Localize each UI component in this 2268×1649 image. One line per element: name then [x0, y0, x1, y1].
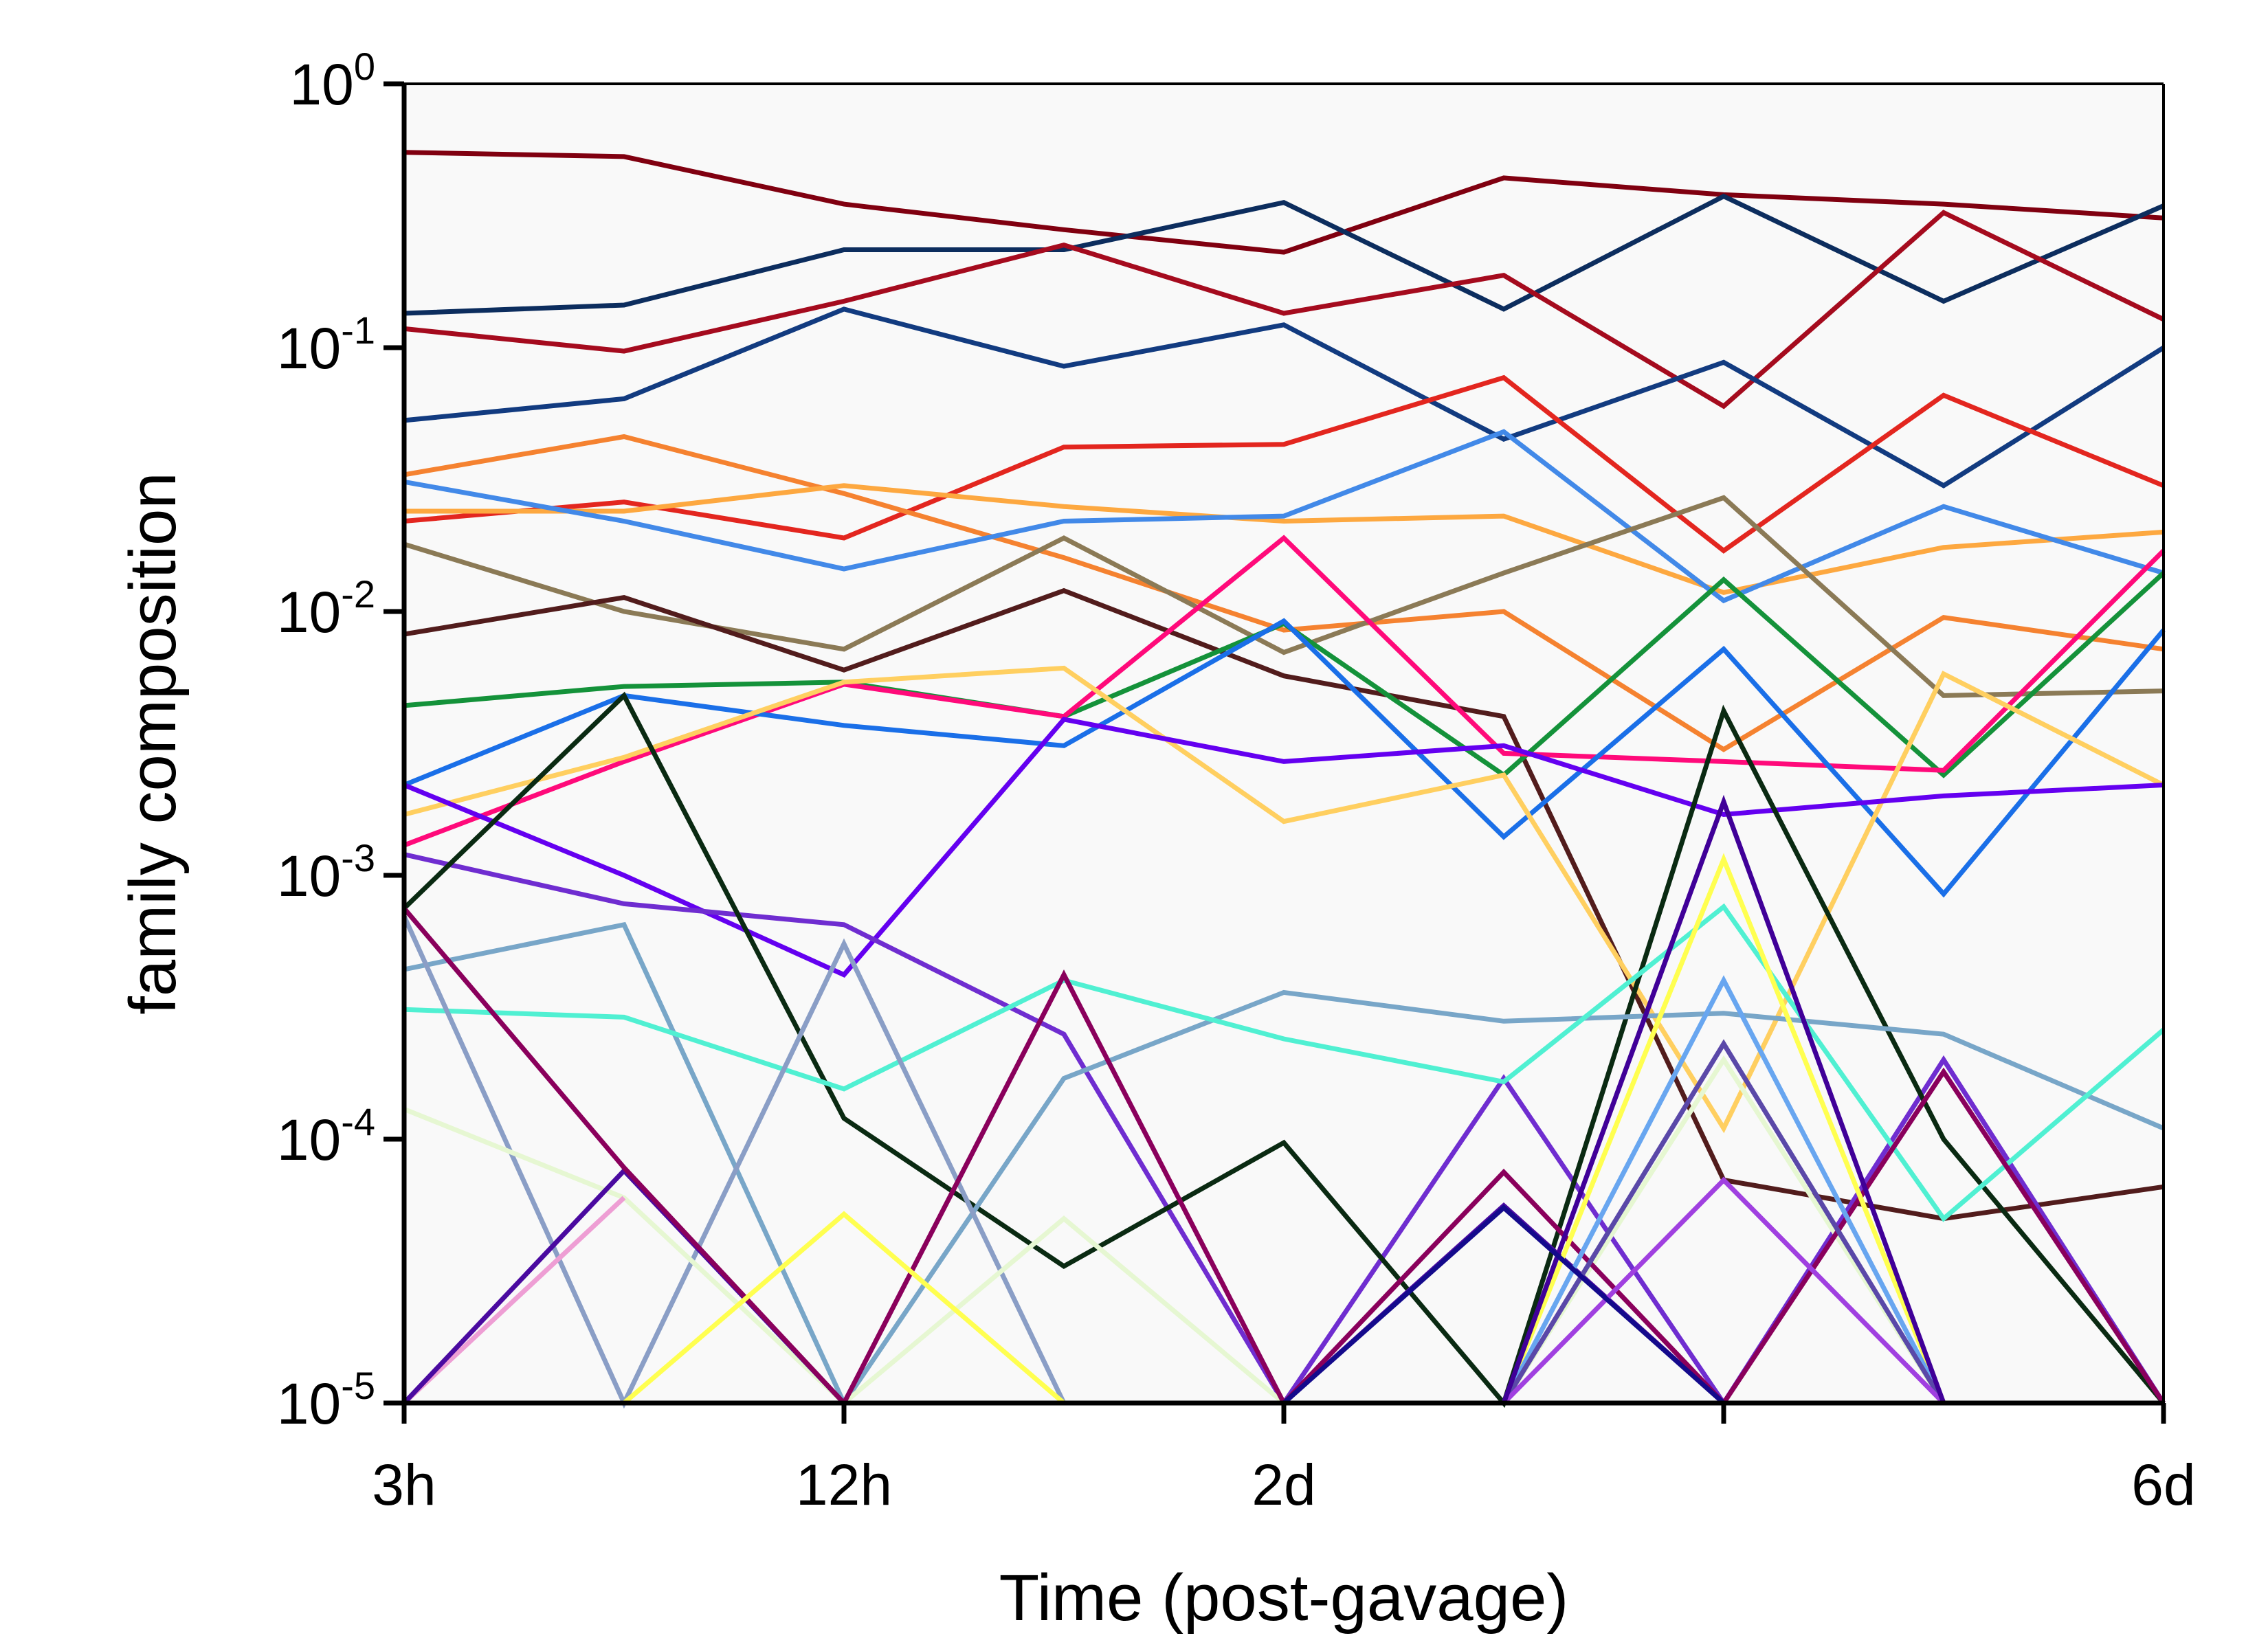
- x-axis-title: Time (post-gavage): [999, 1561, 1569, 1635]
- x-ticks: 3h 12h 2d 6d: [372, 1403, 2196, 1517]
- series-line-26: [1501, 975, 1946, 1404]
- y-tick-label: 10-2: [277, 572, 375, 644]
- y-tick-label: 10-1: [277, 309, 375, 381]
- series-line-3: [403, 210, 2165, 410]
- series-line-28: [1502, 1176, 1946, 1405]
- y-tick-label: 10-3: [277, 836, 375, 908]
- series-line-8: [403, 429, 2165, 604]
- series-line-7: [404, 483, 2164, 596]
- series-line-1: [403, 150, 2164, 255]
- x-tick-label: 12h: [796, 1452, 892, 1517]
- series-line-21: [403, 1055, 1946, 1406]
- y-ticks: 100 10-1 10-2 10-3 10-4 10-5: [277, 45, 404, 1436]
- series-line-25: [622, 853, 1946, 1405]
- series-line-13: [403, 618, 2166, 898]
- y-tick-label: 100: [289, 45, 375, 117]
- series-line-6: [403, 434, 2164, 752]
- series-line-14: [403, 665, 2165, 1134]
- x-tick-label: 3h: [372, 1452, 436, 1517]
- series-line-27: [1502, 1039, 1946, 1404]
- y-axis-title: family composition: [116, 472, 190, 1015]
- series-line-29: [1501, 794, 1946, 1404]
- x-tick-label: 2d: [1252, 1452, 1315, 1517]
- y-tick-label: 10-5: [277, 1364, 375, 1436]
- series-line-17: [402, 691, 2166, 1409]
- series-line-2: [403, 193, 2165, 316]
- series-line-5: [403, 374, 2165, 554]
- series-line-19: [403, 903, 2166, 1222]
- y-tick-label: 10-4: [277, 1100, 375, 1172]
- series-line-12: [403, 535, 2166, 848]
- series-layer: [401, 150, 2166, 1409]
- series-line-20: [401, 915, 1067, 1409]
- x-tick-label: 6d: [2131, 1452, 2195, 1517]
- series-line-18: [403, 921, 2165, 1409]
- series-line-22: [402, 1196, 626, 1405]
